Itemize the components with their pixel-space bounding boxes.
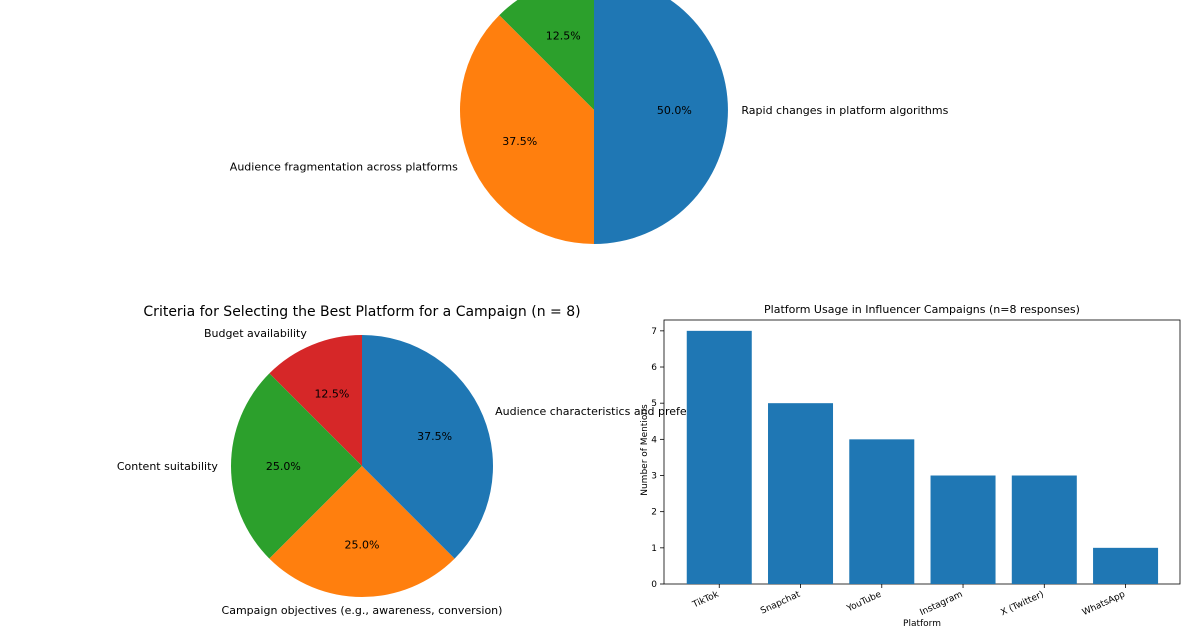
bar-x-tick-label: TikTok: [690, 589, 721, 610]
pie1-pct-label: 37.5%: [502, 135, 537, 148]
bar-plot-frame: [663, 319, 1181, 585]
pie-chart-platform-challenges: 12.5% 37.5% Audience fragmentation across …: [230, 0, 949, 244]
bar-y-tick-label: 2: [651, 508, 657, 518]
bar-y-tick-label: 6: [651, 363, 657, 373]
bar-y-tick-label: 0: [651, 580, 657, 590]
bar-y-tick-label: 1: [651, 544, 657, 554]
bar-x-tick-label: Instagram: [919, 590, 965, 618]
pie1-category-label: Rapid changes in platform algorithms: [741, 104, 948, 117]
bar-youtube: [849, 439, 915, 584]
bar-x-tick-label: WhatsApp: [1081, 590, 1127, 619]
pie2-pct-label: 25.0%: [266, 460, 301, 473]
pie2-slice-content-suitability: [231, 373, 362, 559]
bar-instagram: [930, 475, 996, 584]
pie-chart-selection-criteria: 12.5% Budget availability 25.0% Content sui…: [117, 327, 724, 617]
bar-snapchat: [768, 403, 834, 584]
bar-x-tick-label: Snapchat: [759, 589, 802, 616]
pie2-category-label: Campaign objectives (e.g., awareness, co…: [222, 604, 503, 617]
pie2-pct-label: 37.5%: [417, 430, 452, 443]
pie2-category-label: Budget availability: [204, 327, 307, 340]
pie2-category-label: Content suitability: [117, 460, 219, 473]
bar-tiktok: [686, 330, 752, 584]
bar-chart-title: Platform Usage in Influencer Campaigns (…: [764, 303, 1080, 316]
pie1-pct-label: 12.5%: [546, 30, 581, 43]
bar-x-tick-label: X (Twitter): [999, 590, 1045, 619]
pie1-slice-audience-fragmentation-across-platforms: [460, 15, 594, 244]
bar-y-tick-label: 7: [651, 327, 657, 337]
bar-y-tick-label: 4: [651, 435, 657, 445]
pie2-pct-label: 25.0%: [345, 539, 380, 552]
pie2-pct-label: 12.5%: [314, 387, 349, 400]
pie2-category-label: Audience characteristics and preferences: [495, 405, 723, 418]
pie2-title: Criteria for Selecting the Best Platform…: [143, 304, 580, 320]
bar-y-tick-label: 3: [651, 472, 657, 482]
bar-y-tick-label: 5: [651, 399, 657, 409]
pie2-slice-campaign-objectives-e-g-awareness-conversion: [269, 466, 455, 597]
pie1-slice-budget-availability: [499, 0, 594, 110]
bar-ylabel: Number of Mentions: [640, 404, 650, 496]
bar-chart-platform-usage: 0 1 2 3 4 5 6 7 TikTok Snapchat YouTube Instagram X …: [651, 319, 1181, 619]
pie1-pct-label: 50.0%: [657, 104, 692, 117]
bar-x-tick-label: YouTube: [845, 589, 884, 614]
pie2-slice-budget-availability: [269, 335, 362, 466]
pie1-category-label: Audience fragmentation across platforms: [230, 160, 458, 173]
pie2-slice-audience-characteristics-and-preferences: [362, 335, 493, 559]
bar-xlabel: Platform: [903, 619, 941, 629]
pie1-slice-rapid-changes-in-platform-algorithms: [594, 0, 728, 244]
bar-whatsapp: [1093, 547, 1159, 584]
bar-x-twitter: [1011, 475, 1077, 584]
